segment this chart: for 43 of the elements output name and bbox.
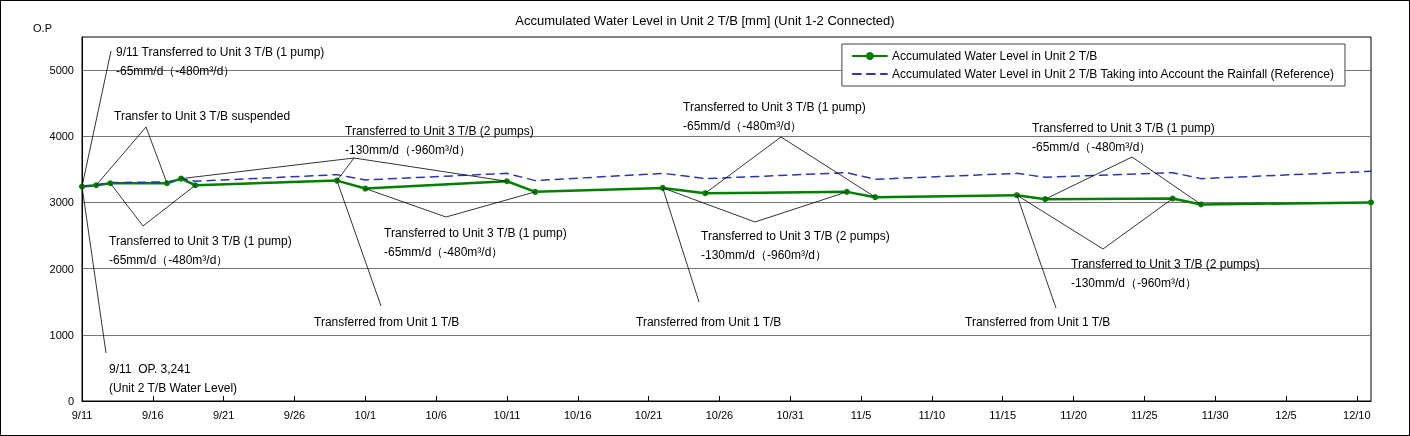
annotation: Transferred to Unit 3 T/B (1 pump) -65mm/d（-480m³/d） bbox=[384, 225, 567, 259]
x-tick-label: 11/20 bbox=[1060, 408, 1087, 421]
x-tick-label: 11/5 bbox=[850, 408, 872, 421]
x-tick-label: 11/30 bbox=[1201, 408, 1229, 421]
annotation: Transferred to Unit 3 T/B (2 pumps) -130mm/d（-960m³/d） bbox=[701, 228, 890, 262]
x-tick-label: 10/26 bbox=[705, 408, 734, 421]
y-tick-label: 2000 bbox=[49, 262, 74, 275]
y-tick-label: 3000 bbox=[49, 196, 74, 209]
x-tick-label: 12/10 bbox=[1343, 408, 1371, 421]
x-tick-label: 9/21 bbox=[212, 408, 235, 421]
x-tick-label: 9/16 bbox=[142, 408, 164, 421]
x-tick-label: 11/10 bbox=[918, 408, 946, 421]
y-tick-label: 4000 bbox=[49, 130, 74, 143]
x-tick-label: 10/16 bbox=[564, 408, 592, 421]
annotation: Transferred from Unit 1 T/B bbox=[314, 314, 460, 329]
annotation: Transferred to Unit 3 T/B (1 pump) -65mm/d（-480m³/d） bbox=[109, 233, 292, 267]
x-tick-label: 10/6 bbox=[425, 408, 447, 421]
x-tick-label: 11/25 bbox=[1131, 408, 1158, 421]
annotation: 9/11 OP. 3,241 (Unit 2 T/B Water Level) bbox=[109, 361, 238, 395]
y-tick-label: 0 bbox=[67, 395, 74, 407]
x-tick-label: 10/31 bbox=[776, 408, 805, 421]
annotation: 9/11 Transferred to Unit 3 T/B (1 pump) -65mm/d（-480m³/d） bbox=[116, 44, 325, 78]
annotation: Transferred to Unit 3 T/B (1 pump) -65mm/d（-480m³/d） bbox=[1032, 120, 1215, 154]
y-axis-title: O.P bbox=[33, 21, 52, 34]
x-tick-label: 11/15 bbox=[989, 408, 1017, 421]
annotation: Transfer to Unit 3 T/B suspended bbox=[114, 108, 291, 123]
legend-label: Accumulated Water Level in Unit 2 T/B Taking into Account the Rainfall (Reference) bbox=[891, 67, 1334, 81]
x-tick-label: 10/1 bbox=[354, 408, 377, 421]
annotation: Transferred from Unit 1 T/B bbox=[636, 314, 782, 329]
y-tick-label: 5000 bbox=[49, 64, 74, 77]
x-tick-label: 12/5 bbox=[1275, 408, 1297, 421]
point bbox=[1368, 199, 1374, 206]
annotation: Transferred to Unit 3 T/B (2 pumps) -130mm/d（-960m³/d） bbox=[1071, 256, 1260, 290]
x-tick-label: 10/11 bbox=[493, 408, 521, 421]
x-tick-label: 10/21 bbox=[634, 408, 663, 421]
legend-label: Accumulated Water Level in Unit 2 T/B bbox=[891, 49, 1098, 63]
x-tick-label: 9/26 bbox=[283, 408, 306, 421]
x-tick-label: 9/11 bbox=[71, 408, 93, 421]
annotation: Transferred from Unit 1 T/B bbox=[965, 314, 1111, 329]
annotation: Transferred to Unit 3 T/B (2 pumps) -130mm/d（-960m³/d） bbox=[345, 123, 534, 157]
annotation: Transferred to Unit 3 T/B (1 pump) -65mm/d（-480m³/d） bbox=[683, 99, 866, 133]
y-tick-label: 1000 bbox=[49, 328, 74, 341]
chart-title: Accumulated Water Level in Unit 2 T/B [mm] (Unit 1-2 Connected) bbox=[515, 13, 895, 28]
